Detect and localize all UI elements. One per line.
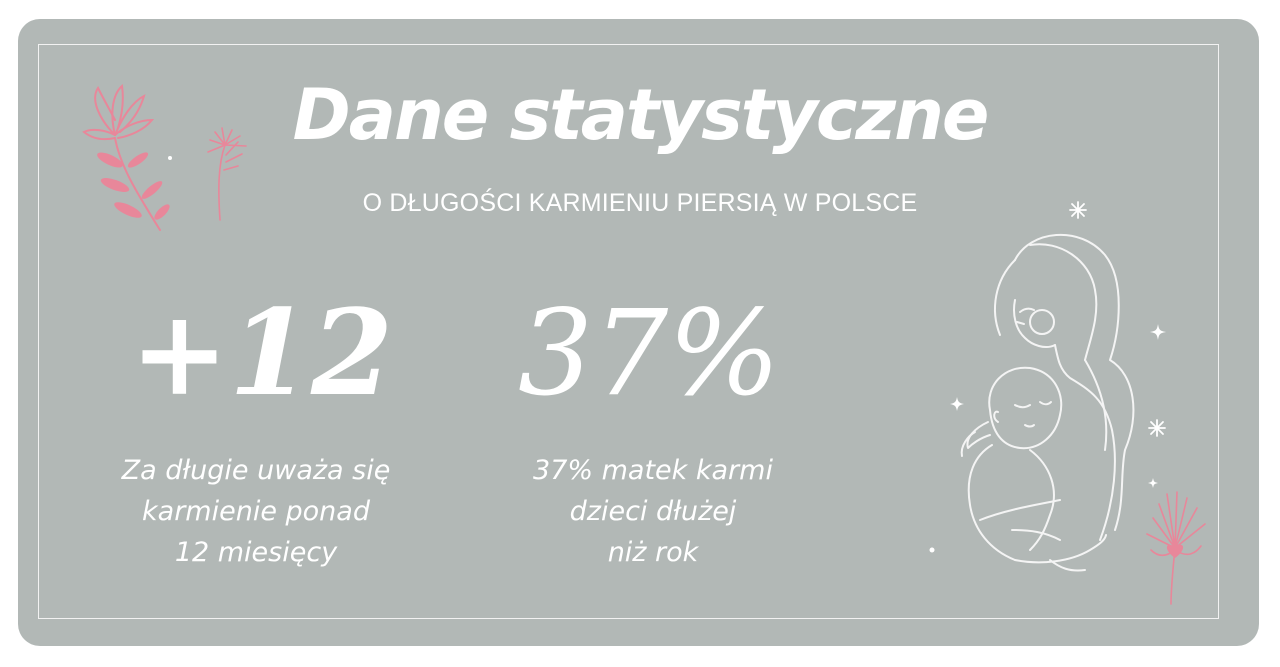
sparkle-icon bbox=[1150, 324, 1166, 340]
description-line: 12 miesięcy bbox=[174, 537, 338, 568]
page-subtitle: O DŁUGOŚCI KARMIENIU PIERSIĄ W POLSCE bbox=[362, 189, 918, 217]
stat-value-percent: 37% bbox=[518, 284, 781, 422]
page-title: Dane statystyczne bbox=[292, 74, 990, 156]
description-line: karmienie ponad bbox=[142, 496, 370, 527]
sparkle-icon bbox=[1148, 419, 1166, 437]
sparkle-icon bbox=[1148, 478, 1158, 488]
sparkle-icon bbox=[929, 547, 935, 553]
pink-flower-icon bbox=[82, 83, 247, 231]
sparkle-icon bbox=[950, 397, 964, 411]
description-line: niż rok bbox=[607, 537, 699, 568]
pink-flower-icon bbox=[1146, 491, 1206, 605]
sparkle-icon bbox=[1069, 201, 1087, 219]
description-line: Za długie uważa się bbox=[121, 455, 391, 486]
stat-description-months: Za długie uważa się karmienie ponad 12 m… bbox=[86, 450, 426, 573]
stat-description-percent: 37% matek karmi dzieci dłużej niż rok bbox=[483, 450, 823, 573]
description-line: dzieci dłużej bbox=[569, 496, 737, 527]
stat-value-months: +12 bbox=[130, 283, 394, 422]
stats-card bbox=[18, 19, 1259, 646]
description-line: 37% matek karmi bbox=[533, 455, 773, 486]
mother-baby-illustration-icon bbox=[960, 234, 1135, 572]
